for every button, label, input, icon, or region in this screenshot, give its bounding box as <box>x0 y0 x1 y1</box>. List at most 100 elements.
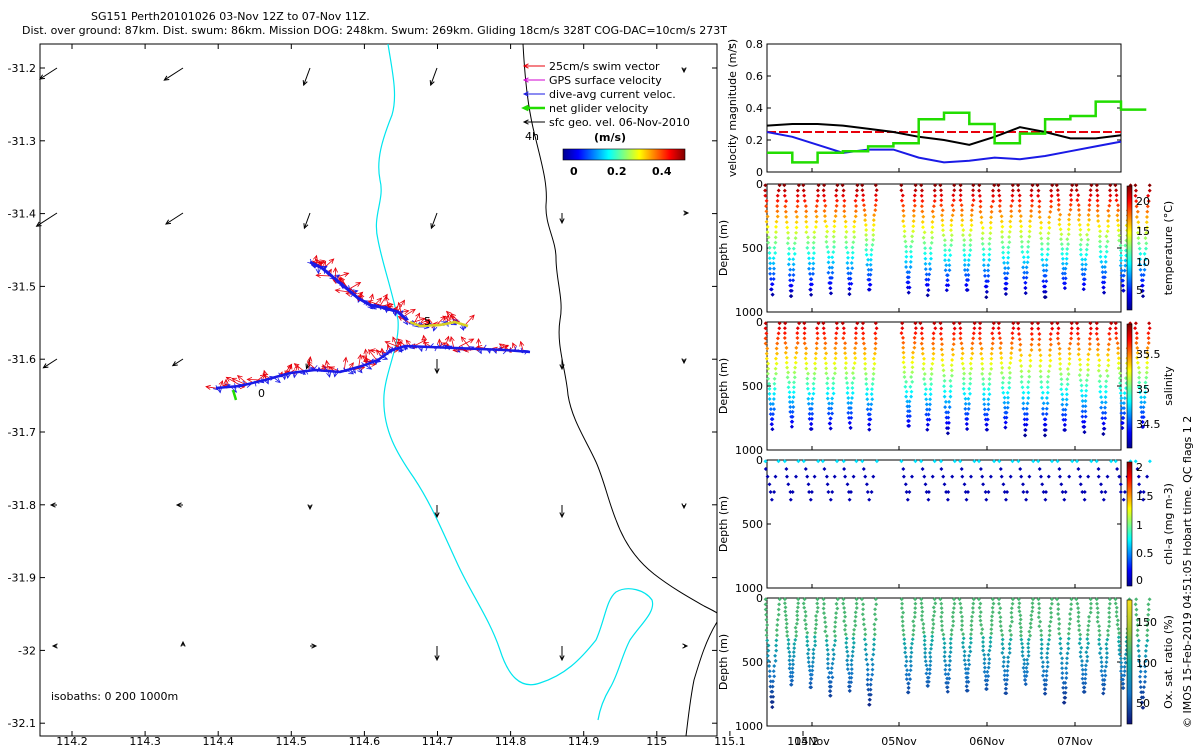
section-dot <box>767 669 772 674</box>
section-cbar-tick: 0.5 <box>1136 547 1154 560</box>
section-dot <box>850 245 855 250</box>
section-dot <box>985 669 990 674</box>
section-dot <box>1019 633 1023 638</box>
section-dot <box>940 352 945 357</box>
section-dot <box>1005 673 1010 678</box>
section-cbar-tick: 100 <box>1136 657 1157 670</box>
dac-vector <box>365 364 373 370</box>
section-dot <box>1134 199 1139 204</box>
section-dot <box>1058 641 1063 646</box>
section-dot <box>904 654 909 659</box>
section-dot <box>1066 641 1070 646</box>
geo-velocity-arrow <box>39 67 58 80</box>
section-dot <box>1095 188 1099 193</box>
section-dot <box>767 664 772 668</box>
section-dot <box>850 649 855 654</box>
section-dot <box>1065 656 1069 661</box>
section-dot <box>1145 474 1150 479</box>
section-dot <box>1038 358 1043 363</box>
section-dot <box>1039 241 1044 246</box>
section-dot <box>969 627 974 632</box>
section-dot <box>984 687 989 691</box>
section-dot <box>832 245 836 249</box>
section-dot <box>1088 606 1093 611</box>
section-dot <box>923 392 928 397</box>
section-dot <box>1047 225 1052 230</box>
map-y-tick-label: -31.9 <box>8 572 36 585</box>
section-dot <box>1146 341 1151 345</box>
section-dot <box>980 241 985 246</box>
section-dot <box>945 676 950 681</box>
section-cbar-tick: 1 <box>1136 519 1143 532</box>
section-dot <box>1076 606 1081 611</box>
section-dot <box>977 605 982 610</box>
section-dot <box>1057 346 1062 351</box>
section-dot <box>941 632 946 637</box>
section-dot <box>990 614 994 619</box>
section-dot <box>784 617 789 622</box>
net-velocity-vector <box>231 389 238 401</box>
section-dot <box>986 674 991 679</box>
dac-vector <box>350 368 357 374</box>
geo-velocity-arrow <box>681 67 687 74</box>
geo-velocity-arrow <box>49 502 57 508</box>
section-dot <box>946 672 951 677</box>
section-dot <box>989 618 994 623</box>
section-dot <box>982 661 987 666</box>
section-dot <box>863 647 868 652</box>
section-dot <box>806 240 810 245</box>
section-dot <box>766 366 771 371</box>
geo-velocity-arrow <box>434 646 440 662</box>
section-dot <box>942 238 947 243</box>
section-dot <box>1119 273 1124 278</box>
section-cbar-tick: 50 <box>1136 697 1150 710</box>
section-dot <box>803 609 808 614</box>
section-dot <box>1017 193 1022 198</box>
isobaths-label: isobaths: 0 200 1000m <box>51 690 178 703</box>
section-dot <box>1146 336 1151 341</box>
section-dot <box>814 209 818 214</box>
section-dot <box>825 657 830 661</box>
section-dot <box>932 199 937 203</box>
section-dot <box>1037 606 1042 611</box>
section-dot <box>789 424 794 429</box>
section-dot <box>997 610 1002 615</box>
section-axes-box <box>766 459 1122 589</box>
legend-arrow <box>521 104 545 112</box>
section-dot <box>1114 331 1119 336</box>
section-dot <box>775 623 780 627</box>
section-dot <box>1145 350 1150 355</box>
section-dot <box>1135 360 1140 365</box>
section-dot <box>983 674 988 679</box>
section-y-tick-label: 0 <box>756 592 763 605</box>
section-dot <box>919 597 924 602</box>
section-dot <box>1095 193 1100 198</box>
section-dot <box>1080 257 1085 262</box>
section-dot <box>842 619 847 624</box>
section-dot <box>923 650 928 655</box>
section-dot <box>1007 240 1012 245</box>
section-dot <box>1087 619 1092 624</box>
section-dot <box>776 612 781 617</box>
section-dot <box>1067 222 1072 227</box>
section-cbar-label: Ox. sat. ratio (%) <box>1162 615 1175 709</box>
section-dot <box>987 648 992 653</box>
section-dot <box>1036 597 1041 602</box>
section-dot <box>1011 326 1016 331</box>
section-dot <box>1001 255 1006 260</box>
section-dot <box>1107 203 1112 208</box>
section-dot <box>787 662 792 667</box>
section-dot <box>960 623 965 628</box>
map-colorbar-tick-1: 0.2 <box>607 165 627 178</box>
section-dot <box>860 188 865 193</box>
section-dot <box>1138 251 1143 256</box>
section-dot <box>768 679 773 684</box>
section-dot <box>851 636 856 641</box>
section-dot <box>871 647 876 652</box>
section-dot <box>1115 213 1120 218</box>
section-dot <box>1085 632 1090 637</box>
section-dot <box>770 700 775 704</box>
section-dot <box>774 224 778 229</box>
section-dot <box>1030 337 1035 342</box>
section-dot <box>843 623 848 628</box>
